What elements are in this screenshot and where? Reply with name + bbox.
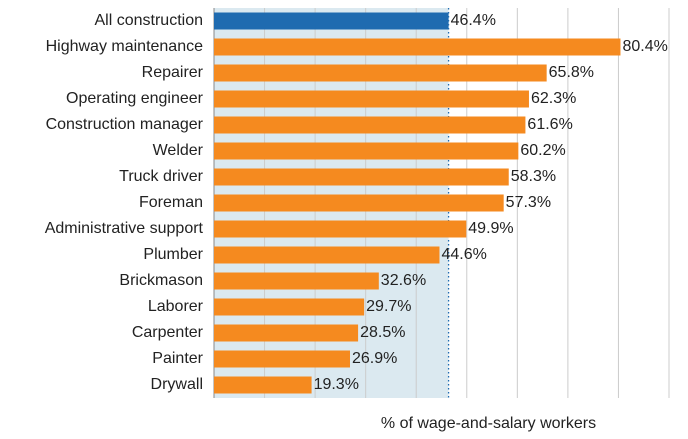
value-label: 32.6% [381,272,426,289]
value-label: 49.9% [468,220,513,237]
category-label: Operating engineer [66,90,204,107]
value-label: 65.8% [549,64,594,81]
bar [214,194,504,212]
category-label: Foreman [139,194,203,211]
bar [214,246,440,264]
category-label: Brickmason [119,272,203,289]
x-axis-label: % of wage-and-salary workers [381,415,596,432]
bar [214,298,365,316]
category-label: Painter [152,350,203,367]
category-label: Carpenter [132,324,204,341]
value-label: 62.3% [531,90,576,107]
category-label: Administrative support [45,220,204,237]
bar [214,116,526,134]
category-label: Laborer [148,298,204,315]
value-label: 26.9% [352,350,397,367]
bar [214,38,621,56]
bar [214,64,547,82]
category-label: Drywall [151,376,203,393]
bar [214,220,467,238]
bar [214,324,359,342]
category-label: Repairer [142,64,204,81]
value-label: 58.3% [511,168,556,185]
value-label: 61.6% [527,116,572,133]
value-label: 44.6% [441,246,486,263]
category-label: Highway maintenance [46,38,204,55]
category-label: Welder [153,142,204,159]
value-label: 57.3% [506,194,551,211]
bar [214,142,519,160]
bar [214,350,350,368]
category-label: All construction [95,12,204,29]
value-label: 80.4% [622,38,667,55]
value-label: 29.7% [366,298,411,315]
bar [214,90,529,108]
value-label: 46.4% [451,12,496,29]
bar [214,376,312,394]
bar [214,272,379,290]
category-label: Truck driver [119,168,204,185]
bar [214,168,509,186]
bar [214,12,449,30]
value-label: 60.2% [520,142,565,159]
value-label: 28.5% [360,324,405,341]
value-label: 19.3% [314,376,359,393]
category-label: Construction manager [46,116,204,133]
category-label: Plumber [143,246,203,263]
